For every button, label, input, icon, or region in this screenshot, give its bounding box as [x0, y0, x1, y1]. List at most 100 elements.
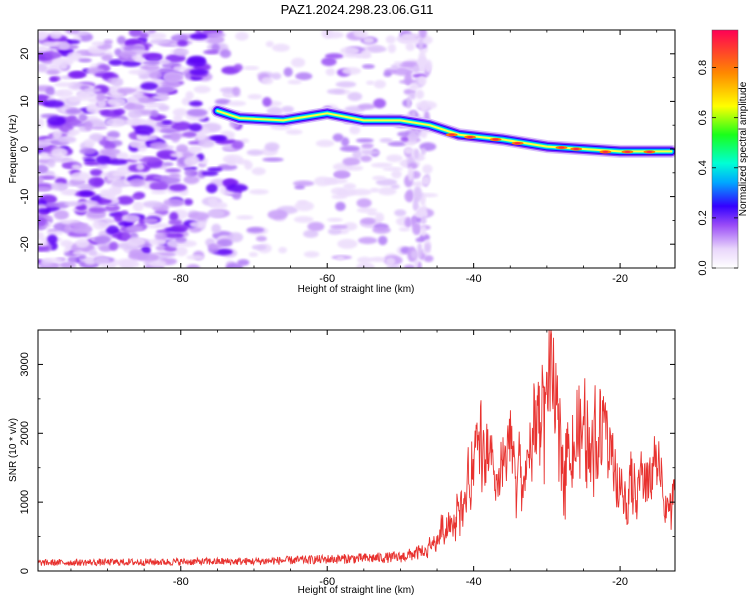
- heatmap-cell: [363, 37, 375, 44]
- heatmap-cell: [188, 211, 210, 221]
- heatmap-cell: [138, 96, 157, 104]
- heatmap-cell: [131, 195, 142, 200]
- heatmap-cell: [420, 100, 428, 113]
- heatmap-cell: [69, 222, 89, 228]
- heatmap-cell: [189, 33, 208, 40]
- heatmap-cell: [227, 157, 236, 166]
- heatmap-cell: [189, 68, 209, 76]
- heatmap-cell: [140, 82, 159, 91]
- heatmap-cell: [67, 71, 85, 79]
- snr-y-axis-label: SNR (10 * v/v): [8, 418, 19, 482]
- snr-series-line: [38, 330, 675, 567]
- heatmap-cell: [267, 209, 288, 220]
- heatmap-cell: [164, 73, 183, 82]
- heatmap-cell: [292, 180, 315, 187]
- heatmap-cell: [88, 249, 98, 257]
- heatmap-cell: [296, 200, 308, 205]
- heatmap-cell: [84, 259, 96, 266]
- heatmap-cell: [50, 182, 68, 191]
- heatmap-cell: [404, 190, 414, 203]
- heatmap-cell: [44, 257, 63, 263]
- heatmap-cell: [271, 43, 290, 52]
- heatmap-cell: [127, 109, 142, 119]
- heatmap-cell: [88, 206, 108, 213]
- heatmap-cell: [138, 156, 161, 163]
- heatmap-cell: [424, 243, 431, 252]
- snr-ticks: [38, 329, 675, 572]
- heatmap-cell: [96, 92, 106, 102]
- heatmap-cell: [91, 41, 104, 47]
- heatmap-peak: [646, 150, 653, 153]
- heatmap-cell: [371, 162, 393, 168]
- heatmap-cell: [164, 168, 182, 173]
- heatmap-cell: [262, 157, 284, 162]
- heatmap-cell: [108, 59, 123, 66]
- heatmap-cell: [65, 30, 80, 35]
- heatmap-cell: [84, 120, 93, 131]
- heatmap-cell: [169, 172, 181, 179]
- heatmap-cell: [161, 120, 173, 125]
- spectrogram-y-tick-labels: -20 -10 0 10 20: [19, 48, 31, 252]
- heatmap-cell: [172, 65, 187, 71]
- heatmap-cell: [121, 214, 140, 223]
- heatmap-cell: [176, 144, 189, 154]
- heatmap-cell: [38, 118, 45, 128]
- heatmap-cell: [134, 57, 145, 63]
- heatmap-cell: [88, 177, 105, 187]
- heatmap-cell: [72, 250, 89, 256]
- heatmap-cell: [385, 35, 396, 44]
- colorbar: 0.0 0.2 0.4 0.6 0.8 Normalized spectral ampl…: [697, 29, 749, 276]
- heatmap-cell: [177, 39, 188, 47]
- heatmap-cell: [120, 260, 134, 268]
- heatmap-cell: [385, 257, 396, 266]
- heatmap-cell: [219, 49, 232, 58]
- heatmap-cell: [369, 187, 380, 193]
- heatmap-cell: [116, 152, 129, 161]
- heatmap-cell: [323, 177, 338, 185]
- heatmap-cell: [64, 201, 83, 207]
- heatmap-cell: [291, 57, 306, 68]
- heatmap-cell: [183, 198, 193, 206]
- heatmap-cell: [255, 235, 267, 242]
- heatmap-cell: [247, 94, 263, 100]
- heatmap-cell: [116, 195, 134, 205]
- heatmap-cell: [341, 67, 362, 75]
- heatmap-cell: [357, 103, 376, 110]
- heatmap-cell: [168, 183, 187, 192]
- heatmap-cell: [211, 223, 222, 234]
- snr-y-tick-label: 2000: [19, 421, 31, 445]
- heatmap-cell: [366, 211, 379, 216]
- heatmap-cell: [391, 169, 402, 179]
- heatmap-cell: [227, 100, 247, 107]
- heatmap-cell: [271, 72, 282, 80]
- heatmap-cell: [65, 108, 82, 115]
- heatmap-cell: [162, 232, 184, 239]
- heatmap-cell: [53, 82, 76, 87]
- heatmap-cell: [141, 52, 163, 60]
- heatmap-cell: [373, 98, 386, 109]
- heatmap-cell: [295, 72, 313, 81]
- heatmap-cell: [261, 77, 274, 85]
- snr-x-tick-label: -60: [319, 576, 335, 588]
- heatmap-cell: [405, 42, 415, 51]
- heatmap-cell: [417, 152, 423, 161]
- heatmap-cell: [327, 228, 342, 235]
- heatmap-cell: [398, 227, 411, 232]
- heatmap-cell: [125, 225, 144, 232]
- heatmap-cell: [188, 145, 202, 154]
- heatmap-cell: [156, 149, 177, 160]
- snr-x-tick-label: -80: [173, 576, 189, 588]
- heatmap-cell: [214, 98, 231, 105]
- heatmap-cell: [79, 147, 97, 155]
- heatmap-cell: [390, 184, 400, 189]
- heatmap-cell: [99, 245, 113, 252]
- heatmap-cell: [128, 69, 147, 75]
- heatmap-cell: [375, 178, 398, 186]
- heatmap-cell: [335, 201, 346, 211]
- heatmap-cell: [373, 79, 386, 89]
- heatmap-cell: [211, 43, 220, 53]
- heatmap-cell: [387, 141, 407, 147]
- heatmap-cell: [414, 148, 419, 160]
- colorbar-gradient: [712, 30, 738, 268]
- heatmap-cell: [113, 212, 124, 223]
